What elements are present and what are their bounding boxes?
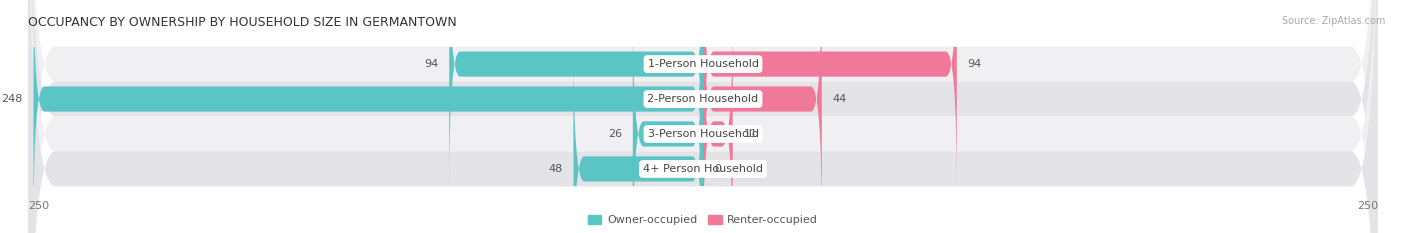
FancyBboxPatch shape: [703, 0, 821, 226]
Legend: Owner-occupied, Renter-occupied: Owner-occupied, Renter-occupied: [583, 210, 823, 230]
FancyBboxPatch shape: [703, 0, 956, 191]
Text: OCCUPANCY BY OWNERSHIP BY HOUSEHOLD SIZE IN GERMANTOWN: OCCUPANCY BY OWNERSHIP BY HOUSEHOLD SIZE…: [28, 16, 457, 29]
FancyBboxPatch shape: [703, 7, 733, 233]
FancyBboxPatch shape: [450, 0, 703, 191]
Text: 0: 0: [714, 164, 721, 174]
FancyBboxPatch shape: [574, 42, 703, 233]
Text: Source: ZipAtlas.com: Source: ZipAtlas.com: [1281, 16, 1385, 26]
Text: 48: 48: [548, 164, 562, 174]
Text: 94: 94: [967, 59, 981, 69]
FancyBboxPatch shape: [28, 0, 1378, 233]
Text: 248: 248: [1, 94, 22, 104]
FancyBboxPatch shape: [28, 0, 1378, 233]
Text: 250: 250: [1357, 201, 1378, 211]
FancyBboxPatch shape: [28, 0, 1378, 233]
Text: 2-Person Household: 2-Person Household: [647, 94, 759, 104]
FancyBboxPatch shape: [28, 0, 1378, 233]
Text: 250: 250: [28, 201, 49, 211]
Text: 44: 44: [832, 94, 846, 104]
FancyBboxPatch shape: [633, 7, 703, 233]
Text: 26: 26: [607, 129, 621, 139]
Text: 11: 11: [744, 129, 758, 139]
Text: 94: 94: [425, 59, 439, 69]
Text: 3-Person Household: 3-Person Household: [648, 129, 758, 139]
Text: 1-Person Household: 1-Person Household: [648, 59, 758, 69]
FancyBboxPatch shape: [34, 0, 703, 226]
Text: 4+ Person Household: 4+ Person Household: [643, 164, 763, 174]
